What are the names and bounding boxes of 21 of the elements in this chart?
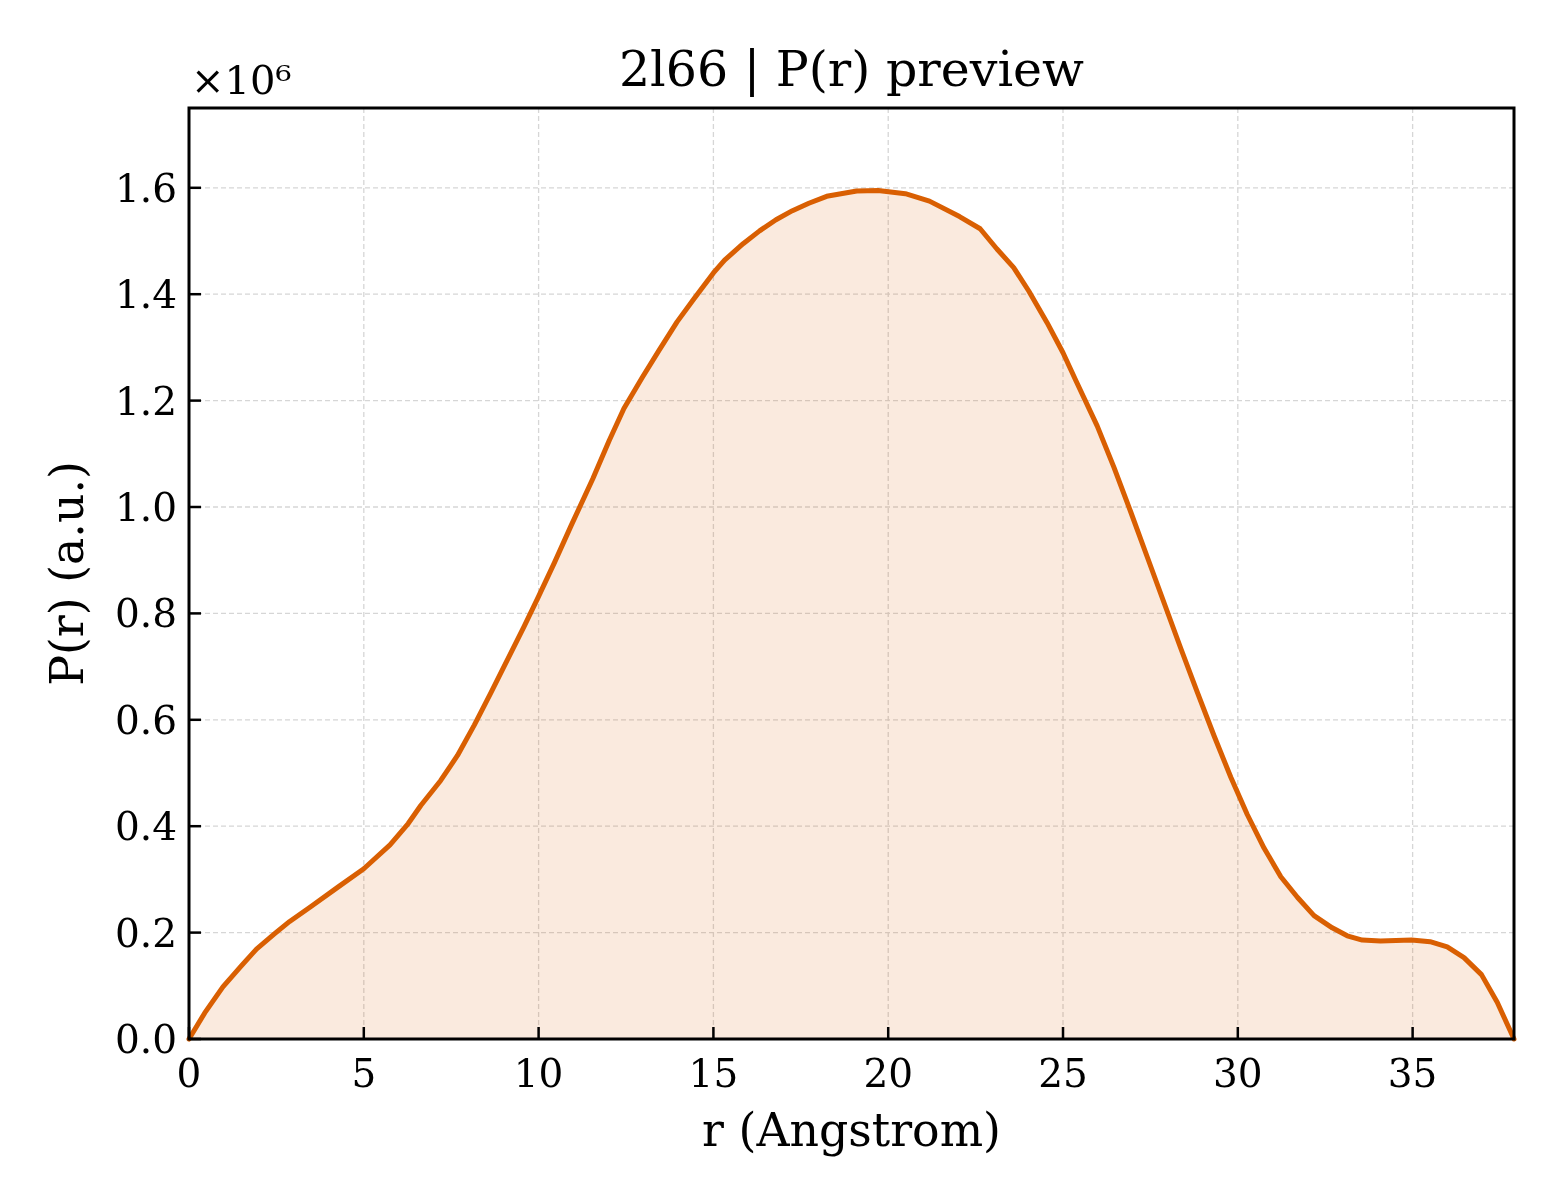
y-tick-label: 0.6 bbox=[114, 697, 177, 743]
y-tick-label: 1.6 bbox=[114, 165, 177, 211]
y-tick-label: 1.0 bbox=[114, 485, 177, 531]
x-tick-label: 30 bbox=[1212, 1051, 1263, 1096]
y-tick-label: 1.2 bbox=[114, 378, 177, 424]
chart-title: 2l66 | P(r) preview bbox=[618, 41, 1085, 98]
y-tick-label: 0.2 bbox=[114, 910, 177, 956]
y-tick-label: 0.0 bbox=[114, 1017, 177, 1063]
x-tick-label: 5 bbox=[351, 1051, 377, 1096]
x-tick-label: 10 bbox=[513, 1051, 564, 1096]
y-tick-label: 1.4 bbox=[114, 272, 177, 318]
x-tick-label: 35 bbox=[1387, 1051, 1438, 1096]
x-axis-title: r (Angstrom) bbox=[702, 1103, 1001, 1157]
y-tick-label: 0.4 bbox=[114, 804, 177, 850]
y-axis-title: P(r) (a.u.) bbox=[40, 461, 94, 686]
x-tick-label: 15 bbox=[688, 1051, 739, 1096]
y-tick-label: 0.8 bbox=[114, 591, 177, 637]
text: ×10⁶ bbox=[191, 57, 292, 103]
x-tick-label: 0 bbox=[176, 1051, 202, 1096]
x-tick-label: 20 bbox=[863, 1051, 914, 1096]
x-tick-label: 25 bbox=[1038, 1051, 1088, 1096]
